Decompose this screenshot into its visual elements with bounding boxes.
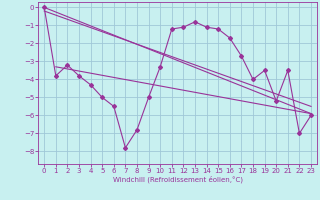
X-axis label: Windchill (Refroidissement éolien,°C): Windchill (Refroidissement éolien,°C) — [113, 176, 243, 183]
